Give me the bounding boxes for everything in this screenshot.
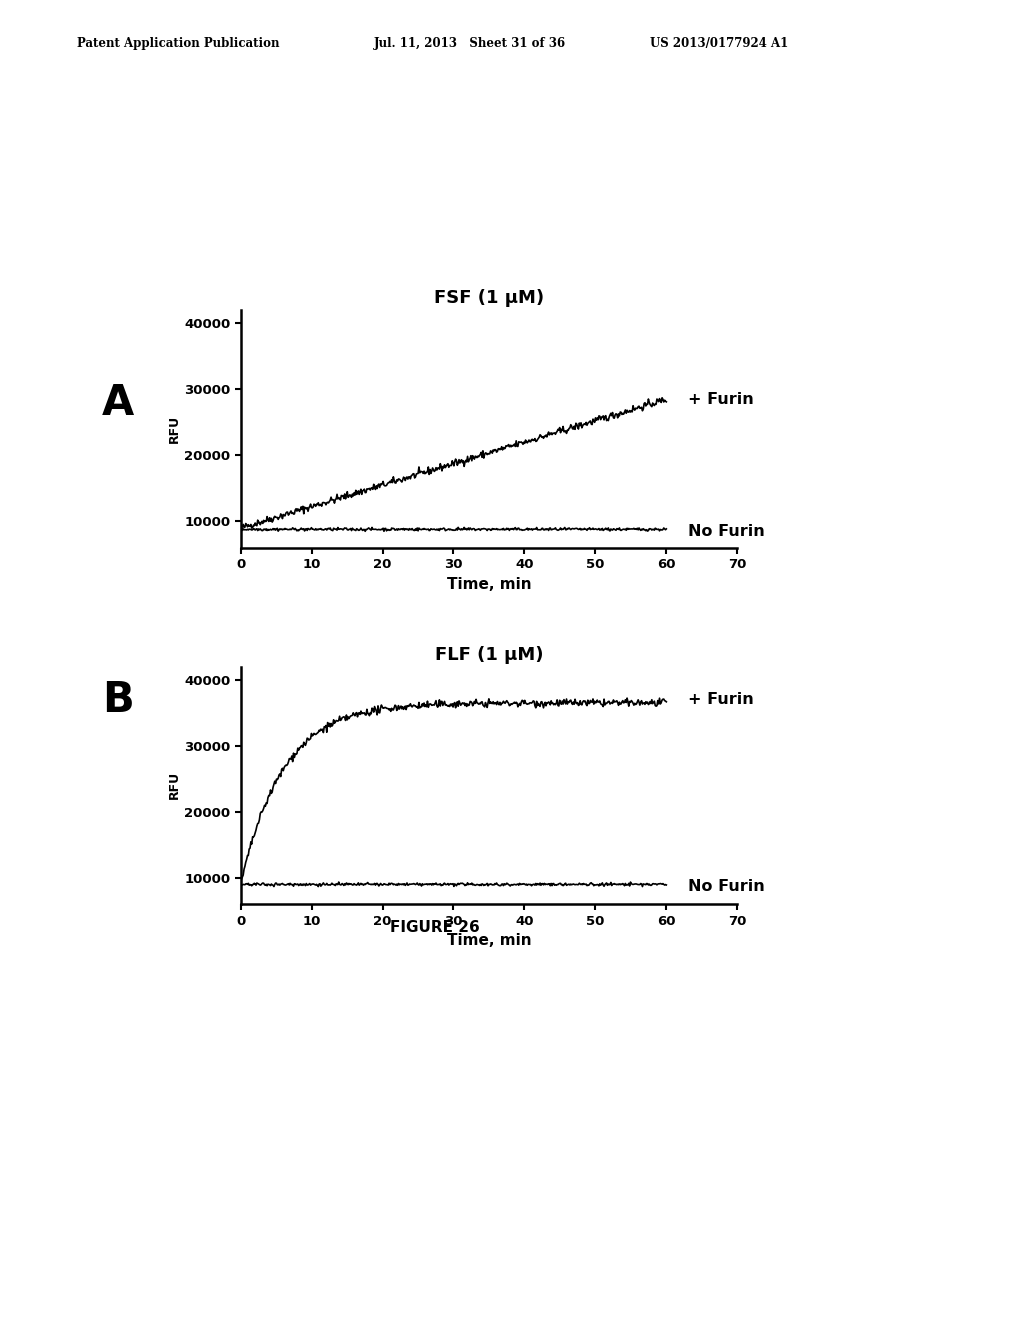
X-axis label: Time, min: Time, min	[446, 577, 531, 591]
Text: No Furin: No Furin	[688, 524, 764, 539]
Text: FIGURE 26: FIGURE 26	[390, 920, 480, 936]
Y-axis label: RFU: RFU	[168, 414, 181, 444]
Text: No Furin: No Furin	[688, 879, 764, 894]
Text: Patent Application Publication: Patent Application Publication	[77, 37, 280, 50]
Text: + Furin: + Furin	[688, 692, 754, 708]
Title: FSF (1 μM): FSF (1 μM)	[434, 289, 544, 308]
Text: A: A	[101, 381, 134, 424]
Text: US 2013/0177924 A1: US 2013/0177924 A1	[650, 37, 788, 50]
Text: + Furin: + Furin	[688, 392, 754, 407]
X-axis label: Time, min: Time, min	[446, 933, 531, 948]
Text: Jul. 11, 2013   Sheet 31 of 36: Jul. 11, 2013 Sheet 31 of 36	[374, 37, 566, 50]
Y-axis label: RFU: RFU	[168, 771, 181, 800]
Title: FLF (1 μM): FLF (1 μM)	[435, 645, 543, 664]
Text: B: B	[101, 678, 134, 721]
